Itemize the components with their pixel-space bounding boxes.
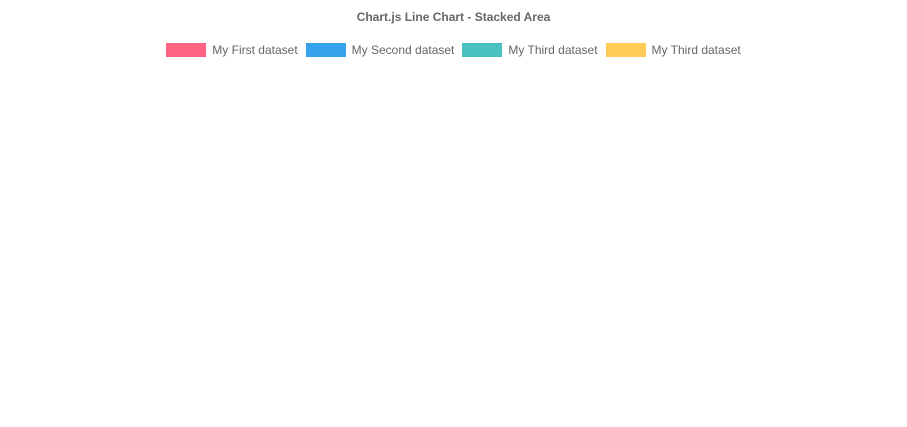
y-axis-title: Value xyxy=(10,212,24,242)
y-tick-label: 50 xyxy=(47,156,61,170)
data-point xyxy=(66,225,74,233)
x-axis-title: Month xyxy=(452,419,485,427)
x-tick-label: June xyxy=(722,399,748,413)
y-tick-label: 150 xyxy=(40,92,60,106)
y-tick-label: 100 xyxy=(40,124,60,138)
legend: My First dataset My Second dataset My Th… xyxy=(0,43,907,57)
data-point xyxy=(731,134,739,142)
data-point xyxy=(864,241,872,249)
x-tick-label: July xyxy=(857,399,878,413)
data-point xyxy=(864,286,872,294)
data-point xyxy=(199,134,207,142)
data-point xyxy=(332,151,340,159)
x-tick-label: January xyxy=(49,399,92,413)
area-fill xyxy=(69,136,869,291)
chart-title: Chart.js Line Chart - Stacked Area xyxy=(356,10,551,24)
legend-swatch xyxy=(605,43,646,57)
legend-swatch xyxy=(462,43,503,57)
area-fill xyxy=(69,94,869,370)
legend-swatch xyxy=(305,43,346,57)
x-tick-label: May xyxy=(591,399,614,413)
legend-label: My Third dataset xyxy=(508,43,598,57)
data-point xyxy=(199,238,207,246)
area-fill xyxy=(69,131,869,247)
data-point xyxy=(864,364,872,372)
data-point xyxy=(864,328,872,336)
y-tick-label: -200 xyxy=(36,317,60,331)
legend-item-fourth[interactable]: My Third dataset xyxy=(605,43,741,57)
series-1 xyxy=(69,131,869,247)
legend-label: My Second dataset xyxy=(351,43,455,57)
series-4 xyxy=(69,94,869,370)
x-tick-label: February xyxy=(179,399,227,413)
data-point xyxy=(332,225,340,233)
data-point xyxy=(731,274,739,282)
y-tick-label: -300 xyxy=(36,381,60,395)
data-point xyxy=(465,129,473,137)
y-tick-label: -250 xyxy=(36,349,60,363)
data-point xyxy=(598,91,606,99)
series-2 xyxy=(69,136,869,291)
data-point xyxy=(66,191,74,199)
data-point xyxy=(731,273,739,281)
legend-label: My First dataset xyxy=(212,43,298,57)
data-point xyxy=(66,254,74,262)
data-point xyxy=(465,225,473,233)
series-3 xyxy=(69,152,869,333)
data-point xyxy=(598,128,606,136)
data-point xyxy=(465,149,473,157)
x-tick-label: April xyxy=(457,399,481,413)
y-tick-label: -50 xyxy=(43,221,61,235)
y-tick-label: -150 xyxy=(36,285,60,299)
legend-swatch xyxy=(166,43,207,57)
data-point xyxy=(199,299,207,307)
area-fill xyxy=(69,152,869,333)
data-point xyxy=(66,140,74,148)
y-tick-label: 0 xyxy=(53,188,60,202)
y-tick-label: -100 xyxy=(36,253,60,267)
data-point xyxy=(598,242,606,250)
data-point xyxy=(731,218,739,226)
data-point xyxy=(465,280,473,288)
data-point xyxy=(332,121,340,129)
data-point xyxy=(332,268,340,276)
data-point xyxy=(199,128,207,136)
legend-item-first[interactable]: My First dataset xyxy=(166,43,298,57)
legend-item-second[interactable]: My Second dataset xyxy=(305,43,455,57)
y-tick-label: 200 xyxy=(40,60,60,74)
legend-label: My Third dataset xyxy=(651,43,741,57)
legend-item-third[interactable]: My Third dataset xyxy=(462,43,598,57)
data-point xyxy=(598,241,606,249)
x-tick-label: March xyxy=(319,399,352,413)
